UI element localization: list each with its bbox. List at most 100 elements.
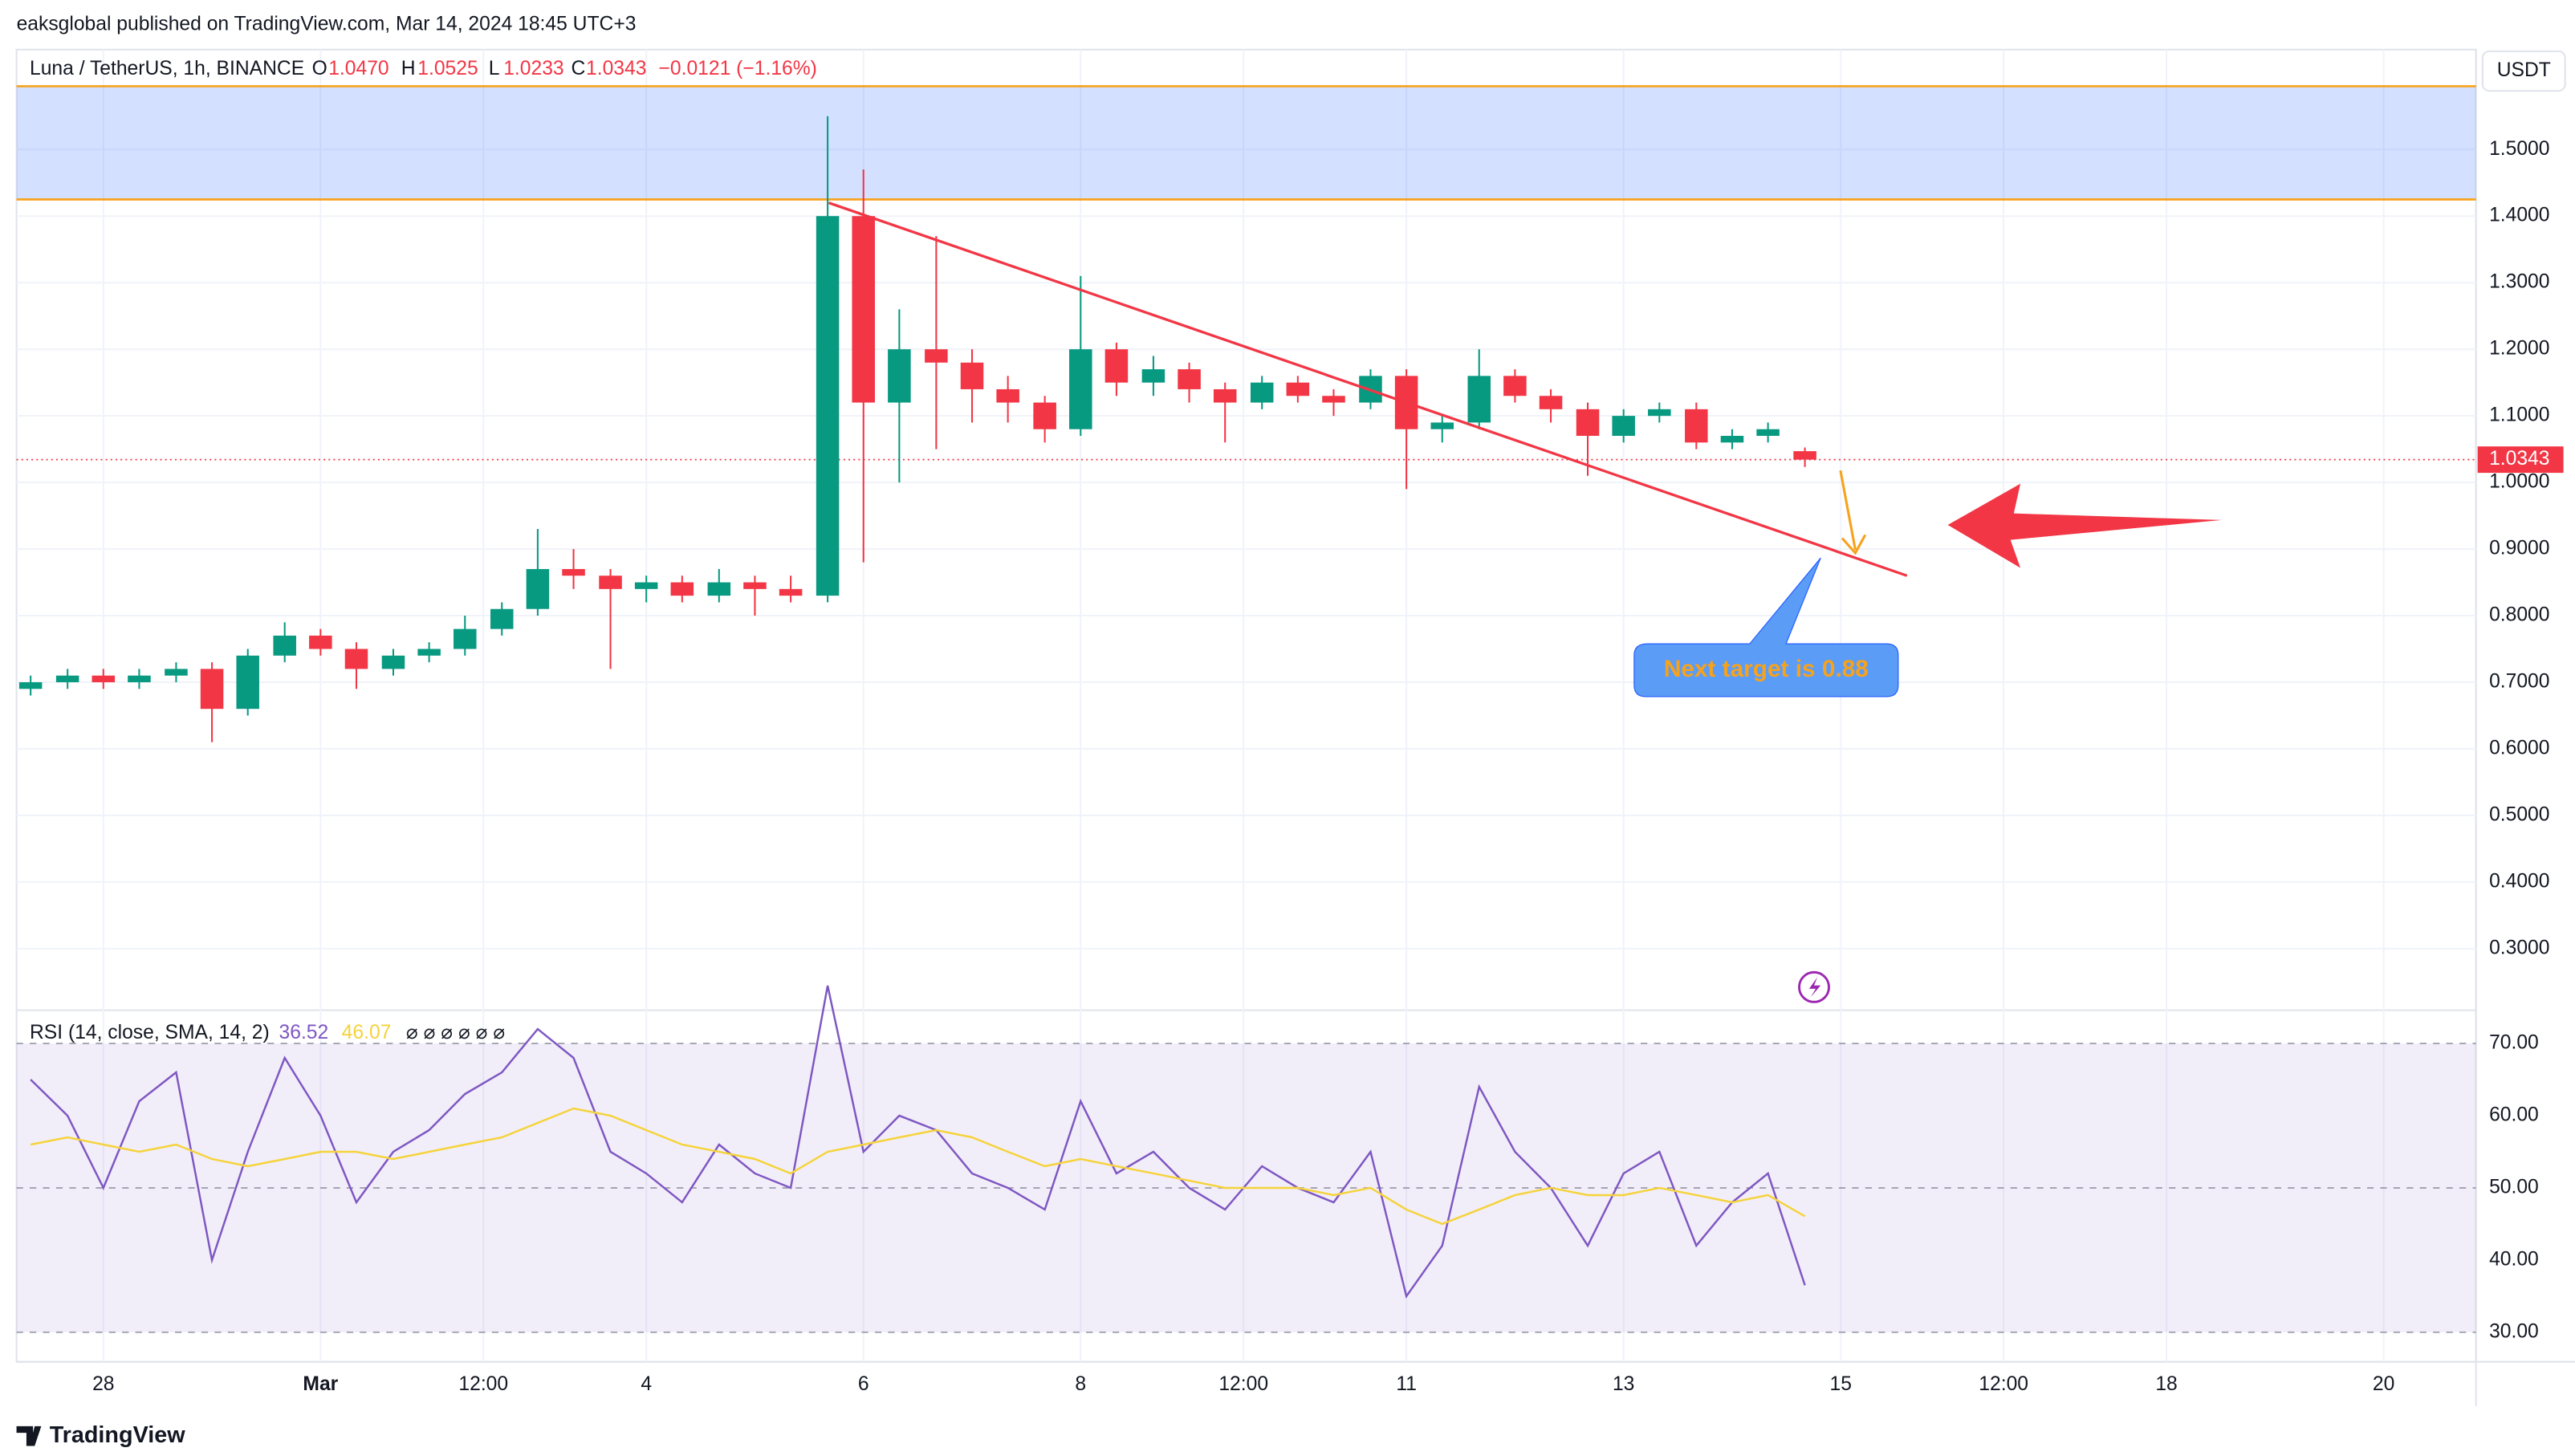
candle-body (996, 388, 1019, 403)
y-tick-label: 1.2000 (2489, 338, 2549, 360)
x-tick-label: 4 (641, 1373, 652, 1395)
y-tick-label: 0.8000 (2489, 604, 2549, 626)
ohlc-value: 1.0525 (417, 58, 478, 79)
candle-body (1322, 396, 1345, 403)
big-arrow (1947, 483, 2222, 568)
candle-body (381, 655, 405, 669)
rsi-value: 36.52 (279, 1022, 329, 1043)
y-tick-label: 0.4000 (2489, 870, 2549, 892)
marks (16, 85, 2476, 1332)
grid (16, 49, 2476, 1362)
rsi-line (30, 1107, 1806, 1226)
candle-body (1141, 369, 1165, 383)
candle-body (925, 349, 948, 363)
candle-body (1539, 396, 1563, 409)
candle-body (55, 675, 79, 682)
y-tick-label: 1.3000 (2489, 271, 2549, 293)
sma-value: 46.07 (342, 1022, 392, 1043)
annotations: Next target is 0.88 (828, 201, 2222, 1003)
ohlc-value: 1.0343 (586, 58, 646, 79)
y-tick-label: 0.6000 (2489, 737, 2549, 759)
candle-body (1104, 349, 1129, 383)
candle-body (1576, 409, 1600, 437)
symbol: Luna / TetherUS, 1h, BINANCE (30, 58, 304, 79)
candle-body (18, 681, 43, 689)
candle-body (1503, 376, 1527, 397)
candle-body (1286, 382, 1310, 397)
candle-body (1178, 369, 1201, 389)
candle-body (1467, 376, 1491, 423)
candle-body (1213, 388, 1237, 403)
x-tick-label: 6 (858, 1373, 869, 1395)
candle-body (490, 608, 514, 629)
candle-body (236, 655, 259, 710)
candle-body (1648, 409, 1671, 417)
trendline (828, 201, 1908, 577)
y-tick-label: 0.5000 (2489, 803, 2549, 825)
y-tick-label: 1.1000 (2489, 405, 2549, 426)
callout-box (1633, 557, 1899, 697)
candle-body (743, 582, 767, 589)
candle-body (852, 216, 875, 403)
x-tick-label: 12:00 (1218, 1373, 1268, 1395)
currency[interactable]: USDT (2497, 59, 2551, 81)
candle-body (670, 582, 694, 596)
candle-body (634, 582, 658, 589)
event-icon-bolt (1808, 977, 1821, 998)
rsi-line (30, 985, 1806, 1299)
candle-body (200, 669, 224, 710)
y-tick-label: 0.3000 (2489, 937, 2549, 958)
y-tick-label: 0.7000 (2489, 671, 2549, 693)
candle-body (1793, 451, 1816, 460)
candle-body (888, 349, 911, 403)
brand-logo (16, 1425, 42, 1446)
change: −0.0121 (−1.16%) (659, 58, 817, 79)
price-tag: 1.0343 (2489, 448, 2549, 470)
y-tick-label: 0.9000 (2489, 538, 2549, 559)
candle-body (1720, 436, 1744, 443)
y-tick-label: 60.00 (2489, 1104, 2539, 1126)
candle-body (1612, 416, 1635, 437)
candle-body (344, 649, 368, 669)
publisher: eaksglobal published on TradingView.com,… (17, 13, 637, 35)
y-tick-label: 50.00 (2489, 1176, 2539, 1198)
x-tick-label: 13 (1613, 1373, 1634, 1395)
y-tick-label: 1.0000 (2489, 471, 2549, 493)
candle-body (1033, 402, 1056, 429)
ohlc-key: L (489, 58, 500, 79)
target-arrow (1839, 470, 1857, 551)
candle-body (309, 635, 332, 649)
candle-body (165, 669, 188, 676)
candle-body (707, 582, 731, 596)
candle-body (1250, 382, 1274, 403)
ohlc-value: 1.0233 (503, 58, 563, 79)
y-tick-label: 1.4000 (2489, 205, 2549, 226)
candle-body (92, 675, 116, 682)
candle-body (1756, 429, 1780, 437)
ohlc-key: C (572, 58, 586, 79)
candle-body (454, 628, 477, 649)
candle-body (816, 216, 840, 596)
currency-box[interactable] (2481, 50, 2566, 92)
x-tick-label: 12:00 (1979, 1373, 2028, 1395)
x-tick-label: 28 (92, 1373, 114, 1395)
brand: TradingView (50, 1422, 186, 1448)
x-tick-label: 8 (1075, 1373, 1086, 1395)
zone (16, 86, 2476, 200)
candle-body (1685, 409, 1708, 443)
y-tick-label: 40.00 (2489, 1248, 2539, 1270)
x-tick-label: 18 (2155, 1373, 2177, 1395)
candle-body (1430, 422, 1454, 429)
candle-body (417, 649, 441, 656)
rsi-na: ⌀ ⌀ ⌀ ⌀ ⌀ ⌀ (406, 1022, 505, 1043)
y-tick-label: 70.00 (2489, 1032, 2539, 1054)
x-tick-label: 20 (2373, 1373, 2394, 1395)
candle-body (562, 568, 585, 576)
ohlc-key: H (401, 58, 416, 79)
x-tick-label: 11 (1396, 1373, 1417, 1395)
target-arrow-head (1841, 534, 1867, 555)
candle-body (526, 568, 550, 609)
candle-body (273, 635, 296, 656)
